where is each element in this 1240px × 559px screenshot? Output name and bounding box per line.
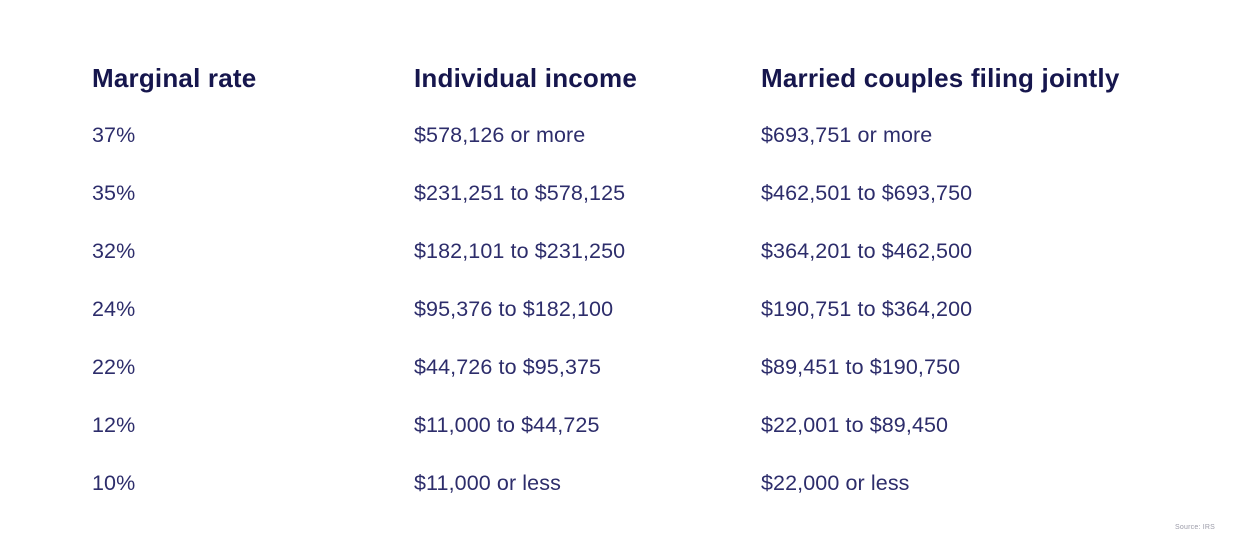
individual-income-cell: $578,126 or more	[414, 122, 586, 147]
individual-income-cell: $95,376 to $182,100	[414, 296, 614, 321]
tax-brackets-table: Marginal rate Individual income Married …	[92, 50, 1200, 512]
married-income-cell: $462,501 to $693,750	[761, 180, 973, 205]
rate-cell: 10%	[92, 470, 136, 495]
rate-cell: 32%	[92, 238, 136, 263]
married-income-cell: $190,751 to $364,200	[761, 296, 973, 321]
individual-income-cell: $231,251 to $578,125	[414, 180, 626, 205]
rate-cell: 22%	[92, 354, 136, 379]
individual-income-cell: $182,101 to $231,250	[414, 238, 626, 263]
column-header-marginal-rate: Marginal rate	[92, 62, 257, 93]
married-income-cell: $22,000 or less	[761, 470, 910, 495]
column-header-married-filing-jointly: Married couples filing jointly	[761, 62, 1120, 93]
rate-cell: 12%	[92, 412, 136, 437]
individual-income-cell: $11,000 to $44,725	[414, 412, 600, 437]
married-income-cell: $364,201 to $462,500	[761, 238, 973, 263]
married-income-cell: $22,001 to $89,450	[761, 412, 949, 437]
column-header-individual-income: Individual income	[414, 62, 637, 93]
source-note: Source: IRS	[1175, 524, 1215, 531]
individual-income-cell: $44,726 to $95,375	[414, 354, 602, 379]
rate-cell: 35%	[92, 180, 136, 205]
married-income-cell: $89,451 to $190,750	[761, 354, 961, 379]
individual-income-cell: $11,000 or less	[414, 470, 561, 495]
rate-cell: 37%	[92, 122, 136, 147]
rate-cell: 24%	[92, 296, 136, 321]
married-income-cell: $693,751 or more	[761, 122, 933, 147]
